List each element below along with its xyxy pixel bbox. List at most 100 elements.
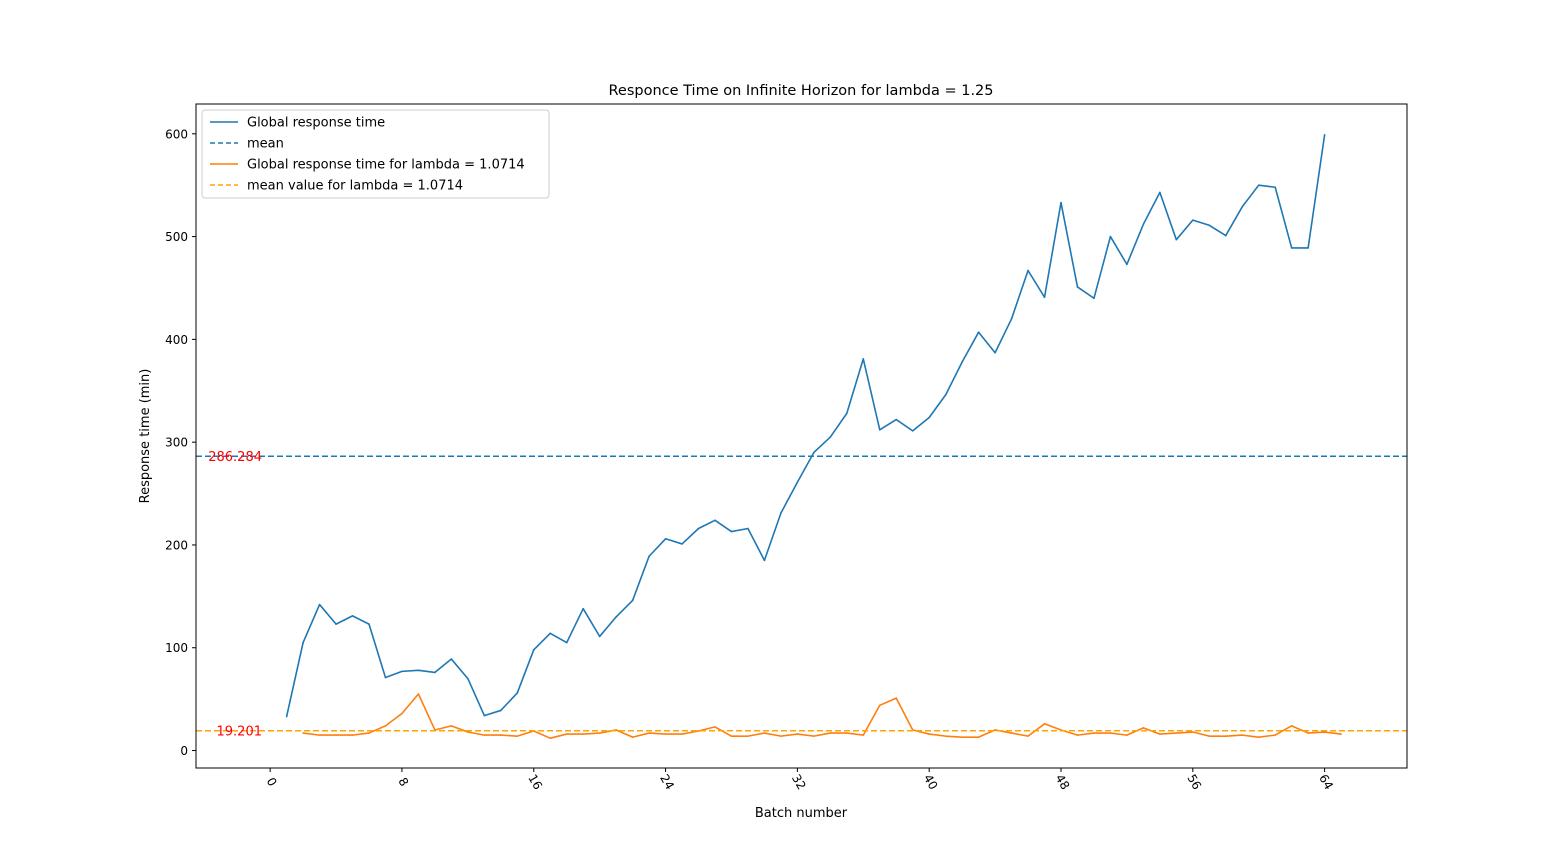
chart-title: Responce Time on Infinite Horizon for la…: [608, 83, 993, 99]
data-point-2-44: [1027, 735, 1029, 737]
data-point-0-42: [977, 331, 980, 333]
data-point-0-60: [1274, 186, 1276, 189]
data-point-2-21: [648, 732, 650, 734]
data-point-0-57: [1224, 234, 1227, 237]
y-tick-label-6: 600: [165, 127, 188, 141]
legend-box: [201, 109, 550, 199]
data-point-2-12: [500, 734, 502, 736]
data-point-0-62: [1307, 247, 1309, 249]
data-point-2-61: [1307, 732, 1309, 734]
data-point-0-8: [417, 669, 420, 672]
plot-area: 286.284 19.201: [196, 134, 1407, 739]
data-point-2-30: [796, 733, 799, 735]
data-point-0-44: [1010, 318, 1013, 320]
data-point-2-41: [977, 736, 980, 738]
data-point-0-7: [401, 670, 403, 673]
data-point-0-12: [483, 714, 486, 717]
data-point-2-29: [780, 735, 782, 737]
data-point-2-13: [516, 735, 519, 737]
data-point-0-59: [1257, 184, 1260, 187]
legend-label-1: mean: [247, 137, 284, 152]
data-point-0-29: [763, 559, 766, 562]
data-point-0-11: [467, 677, 469, 680]
legend-label-2: Global response time for lambda = 1.0714: [247, 158, 525, 173]
data-point-0-55: [1192, 219, 1194, 221]
data-point-2-6: [401, 712, 403, 715]
data-point-2-56: [1224, 735, 1227, 737]
data-point-0-2: [318, 603, 321, 606]
data-point-2-45: [1043, 723, 1046, 725]
data-point-0-58: [1241, 205, 1244, 208]
x-tick-label-2: 16: [525, 772, 545, 792]
y-tick-label-5: 500: [165, 230, 188, 244]
legend-label-3: mean value for lambda = 1.0714: [247, 179, 463, 194]
data-point-2-51: [1142, 727, 1145, 729]
series-line-2: [303, 693, 1342, 739]
data-point-2-57: [1241, 734, 1244, 736]
data-point-0-20: [615, 616, 617, 618]
data-point-2-17: [582, 733, 584, 735]
data-point-2-60: [1290, 725, 1293, 727]
data-point-2-50: [1126, 734, 1128, 736]
data-point-2-55: [1208, 735, 1211, 737]
data-point-2-25: [714, 726, 716, 728]
data-point-0-41: [961, 361, 963, 363]
data-point-2-33: [846, 732, 848, 734]
mean-value-label-1: 286.284: [208, 450, 262, 465]
series-line-0: [285, 134, 1326, 717]
legend: Global response time mean Global response …: [201, 109, 550, 199]
data-point-2-27: [747, 735, 749, 737]
data-point-0-1: [302, 641, 304, 644]
data-point-0-16: [549, 632, 552, 635]
data-point-0-32: [813, 451, 815, 454]
data-point-2-2: [335, 734, 337, 736]
data-point-0-54: [1175, 238, 1178, 241]
data-point-2-58: [1257, 736, 1260, 738]
x-tick-label-8: 64: [1316, 772, 1336, 792]
data-point-0-21: [631, 599, 634, 602]
legend-label-0: Global response time: [247, 116, 385, 131]
data-point-2-4: [368, 732, 370, 734]
data-point-0-6: [384, 676, 387, 679]
data-point-0-38: [911, 430, 914, 432]
data-point-0-26: [714, 519, 716, 522]
data-point-2-38: [928, 733, 930, 735]
data-point-0-34: [846, 412, 848, 415]
data-point-2-63: [1340, 733, 1342, 735]
data-point-0-45: [1027, 269, 1029, 272]
data-point-2-31: [813, 735, 815, 737]
data-point-2-34: [862, 734, 865, 736]
data-point-0-30: [780, 512, 782, 514]
data-point-2-59: [1274, 734, 1276, 736]
data-point-0-9: [434, 671, 436, 674]
data-point-0-33: [829, 436, 832, 438]
data-point-0-31: [796, 481, 799, 484]
data-point-2-9: [450, 725, 453, 727]
data-point-0-27: [730, 530, 733, 533]
data-point-0-49: [1093, 297, 1095, 300]
x-tick-label-3: 24: [657, 772, 677, 792]
x-tick-label-5: 40: [921, 772, 941, 792]
data-point-0-46: [1043, 296, 1046, 299]
data-point-2-52: [1159, 733, 1161, 735]
data-point-0-4: [351, 615, 354, 617]
data-point-0-15: [532, 648, 535, 651]
data-point-0-22: [648, 555, 650, 558]
x-tick-label-7: 56: [1184, 772, 1204, 792]
data-point-2-1: [318, 734, 321, 736]
data-point-2-62: [1323, 731, 1326, 733]
data-point-2-20: [631, 736, 634, 738]
x-tick-label-6: 48: [1053, 772, 1073, 792]
data-point-0-37: [895, 418, 898, 421]
data-point-0-23: [664, 537, 667, 540]
data-point-2-53: [1175, 732, 1178, 734]
x-tick-label-4: 32: [789, 772, 809, 792]
data-point-0-25: [697, 527, 700, 530]
mean-value-label-3: 19.201: [217, 724, 263, 739]
data-point-0-63: [1323, 134, 1326, 136]
data-point-0-5: [368, 623, 370, 625]
y-tick-label-0: 0: [180, 744, 188, 758]
data-point-2-42: [994, 729, 996, 731]
data-point-2-32: [829, 732, 832, 734]
